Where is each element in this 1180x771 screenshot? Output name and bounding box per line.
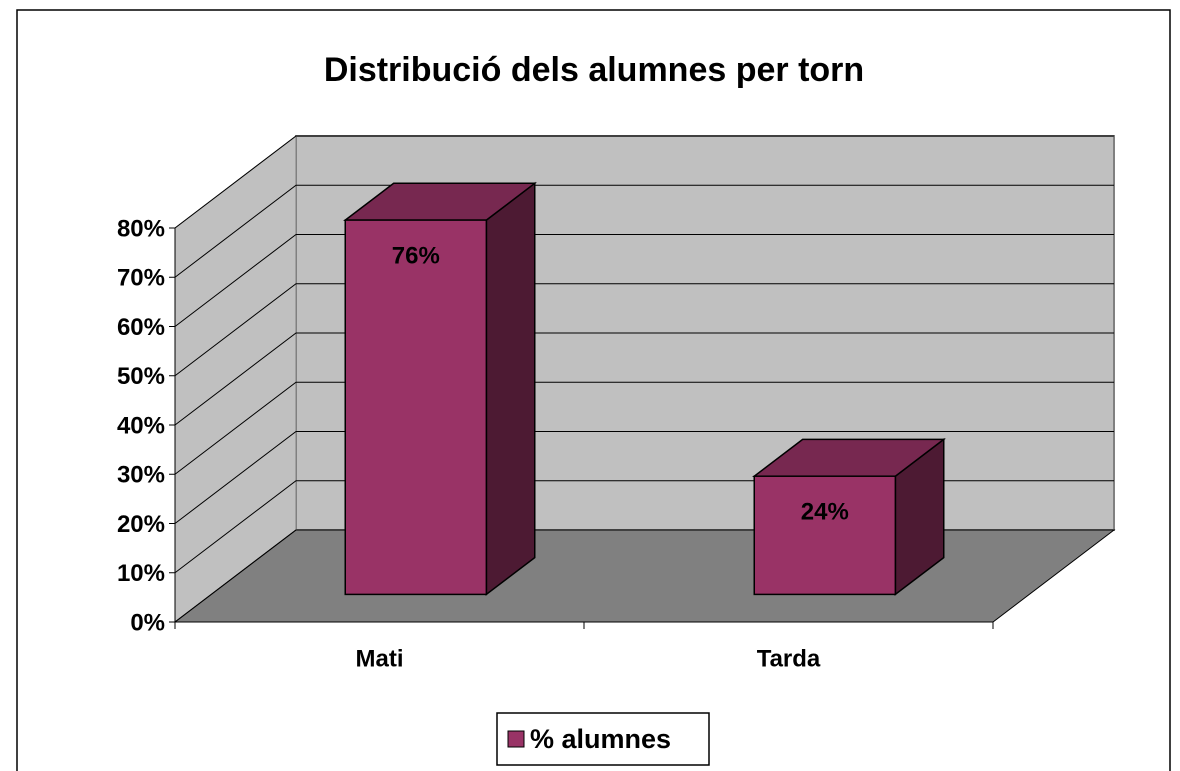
grid-line	[174, 234, 1114, 327]
grid-line	[174, 283, 1114, 377]
y-tick-label: 80%	[117, 215, 165, 242]
y-tick-label: 20%	[117, 511, 165, 538]
legend-box	[496, 712, 710, 766]
data-label: 76%	[392, 242, 440, 269]
x-tick-label: Tarda	[757, 645, 821, 672]
grid-line	[174, 135, 1114, 229]
y-tick-label: 60%	[117, 314, 165, 341]
bar	[753, 475, 897, 596]
y-tick-label: 70%	[117, 265, 165, 292]
y-tick-label: 50%	[117, 363, 165, 390]
x-tick-label: Mati	[356, 645, 404, 672]
y-tick-label: 30%	[117, 462, 165, 489]
grid-line	[174, 184, 1114, 278]
y-tick-label: 10%	[117, 560, 165, 587]
floor	[173, 529, 1116, 623]
grid-line	[174, 381, 1114, 475]
bar-side	[485, 181, 536, 596]
legend-label: % alumnes	[530, 724, 671, 754]
bar	[344, 219, 488, 596]
grid-line	[174, 332, 1114, 426]
grid-line	[174, 431, 1114, 524]
chart-title: Distribució dels alumnes per torn	[324, 51, 864, 89]
legend-swatch	[507, 730, 525, 748]
y-tick-label: 0%	[130, 609, 165, 636]
data-label: 24%	[801, 499, 849, 526]
y-tick-label: 40%	[117, 412, 165, 439]
